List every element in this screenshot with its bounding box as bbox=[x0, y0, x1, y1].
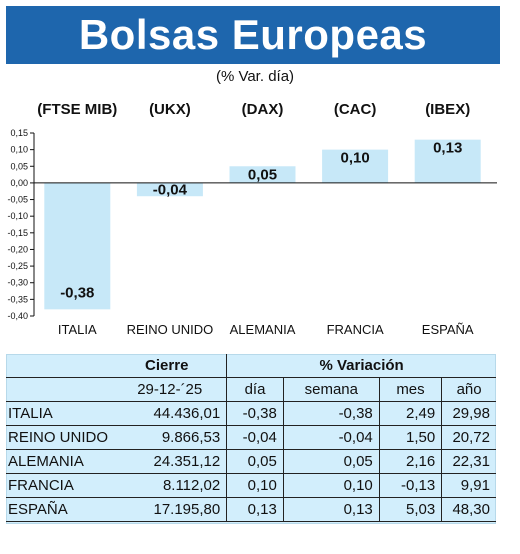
x-tick-label: REINO UNIDO bbox=[127, 322, 214, 337]
col-semana: semana bbox=[282, 377, 380, 402]
row-ano: 29,98 bbox=[441, 401, 496, 426]
x-tick-label: ALEMANIA bbox=[230, 322, 296, 337]
row-dia: 0,13 bbox=[226, 497, 284, 522]
index-label: (FTSE MIB) bbox=[37, 101, 117, 118]
y-tick-label: -0,05 bbox=[7, 195, 28, 205]
row-name: FRANCIA bbox=[6, 473, 114, 498]
bar-francia bbox=[322, 149, 389, 183]
chart-subtitle: (% Var. día) bbox=[215, 68, 295, 85]
col-mes: mes bbox=[378, 377, 442, 402]
row-dia: 0,10 bbox=[226, 473, 284, 498]
data-label: 0,13 bbox=[433, 140, 462, 157]
row-mes: 5,03 bbox=[378, 497, 442, 522]
row-semana: 0,05 bbox=[282, 449, 380, 474]
y-tick-label: -0,40 bbox=[7, 311, 28, 321]
variation-table: Cierre % Variación 29-12-´25 día semana … bbox=[6, 354, 496, 522]
row-close: 44.436,01 bbox=[113, 401, 228, 426]
y-tick-label: 0,10 bbox=[10, 145, 28, 155]
data-label: 0,05 bbox=[248, 166, 277, 183]
data-label: -0,38 bbox=[60, 284, 94, 301]
col-dia: día bbox=[226, 377, 284, 402]
row-close: 24.351,12 bbox=[113, 449, 228, 474]
table-row: FRANCIA 8.112,02 0,10 0,10 -0,13 9,91 bbox=[6, 473, 496, 498]
row-ano: 22,31 bbox=[441, 449, 496, 474]
row-semana: 0,10 bbox=[282, 473, 380, 498]
index-label: (IBEX) bbox=[425, 101, 470, 118]
header-close: Cierre bbox=[113, 354, 228, 378]
y-tick-label: -0,35 bbox=[7, 294, 28, 304]
row-name: ESPAÑA bbox=[6, 497, 114, 522]
header-variation: % Variación bbox=[226, 354, 496, 378]
table-subheader-row: 29-12-´25 día semana mes año bbox=[6, 377, 496, 402]
y-tick-label: 0,15 bbox=[10, 128, 28, 138]
col-ano: año bbox=[441, 377, 496, 402]
row-semana: -0,38 bbox=[282, 401, 380, 426]
title-banner: Bolsas Europeas bbox=[6, 6, 500, 64]
data-label: 0,10 bbox=[340, 150, 369, 167]
x-tick-label: ITALIA bbox=[58, 322, 97, 337]
index-label: (DAX) bbox=[242, 101, 284, 118]
row-dia: 0,05 bbox=[226, 449, 284, 474]
row-mes: 2,49 bbox=[378, 401, 442, 426]
table-row: REINO UNIDO 9.866,53 -0,04 -0,04 1,50 20… bbox=[6, 425, 496, 450]
row-ano: 20,72 bbox=[441, 425, 496, 450]
row-semana: 0,13 bbox=[282, 497, 380, 522]
y-tick-label: 0,00 bbox=[10, 178, 28, 188]
row-semana: -0,04 bbox=[282, 425, 380, 450]
bar-italia bbox=[44, 182, 111, 310]
table-header-row: Cierre % Variación bbox=[6, 354, 496, 378]
row-close: 17.195,80 bbox=[113, 497, 228, 522]
header-date: 29-12-´25 bbox=[113, 377, 228, 402]
table-row: ALEMANIA 24.351,12 0,05 0,05 2,16 22,31 bbox=[6, 449, 496, 474]
index-label: (CAC) bbox=[334, 101, 377, 118]
y-tick-label: -0,25 bbox=[7, 261, 28, 271]
bar-alemania bbox=[229, 166, 296, 183]
row-mes: 1,50 bbox=[378, 425, 442, 450]
y-tick-label: 0,05 bbox=[10, 161, 28, 171]
row-mes: 2,16 bbox=[378, 449, 442, 474]
row-name: ITALIA bbox=[6, 401, 114, 426]
table-row: ITALIA 44.436,01 -0,38 -0,38 2,49 29,98 bbox=[6, 401, 496, 426]
page-title: Bolsas Europeas bbox=[78, 11, 428, 58]
x-tick-label: ESPAÑA bbox=[422, 322, 474, 337]
row-name: REINO UNIDO bbox=[6, 425, 114, 450]
row-ano: 48,30 bbox=[441, 497, 496, 522]
y-tick-label: -0,20 bbox=[7, 244, 28, 254]
bar-españa bbox=[414, 139, 481, 183]
y-tick-label: -0,15 bbox=[7, 228, 28, 238]
bar-chart: 0,15 0,10 0,05 0,00 -0,05 -0,10 -0,15 -0,20 -0,2… bbox=[7, 101, 497, 337]
bar-reino-unido bbox=[136, 182, 203, 197]
y-tick-label: -0,10 bbox=[7, 211, 28, 221]
x-tick-label: FRANCIA bbox=[327, 322, 384, 337]
row-mes: -0,13 bbox=[378, 473, 442, 498]
row-close: 9.866,53 bbox=[113, 425, 228, 450]
row-close: 8.112,02 bbox=[113, 473, 228, 498]
data-label: -0,04 bbox=[153, 182, 188, 199]
row-ano: 9,91 bbox=[441, 473, 496, 498]
row-dia: -0,04 bbox=[226, 425, 284, 450]
y-tick-label: -0,30 bbox=[7, 278, 28, 288]
table-row: ESPAÑA 17.195,80 0,13 0,13 5,03 48,30 bbox=[6, 497, 496, 522]
index-label: (UKX) bbox=[149, 101, 191, 118]
row-dia: -0,38 bbox=[226, 401, 284, 426]
row-name: ALEMANIA bbox=[6, 449, 114, 474]
